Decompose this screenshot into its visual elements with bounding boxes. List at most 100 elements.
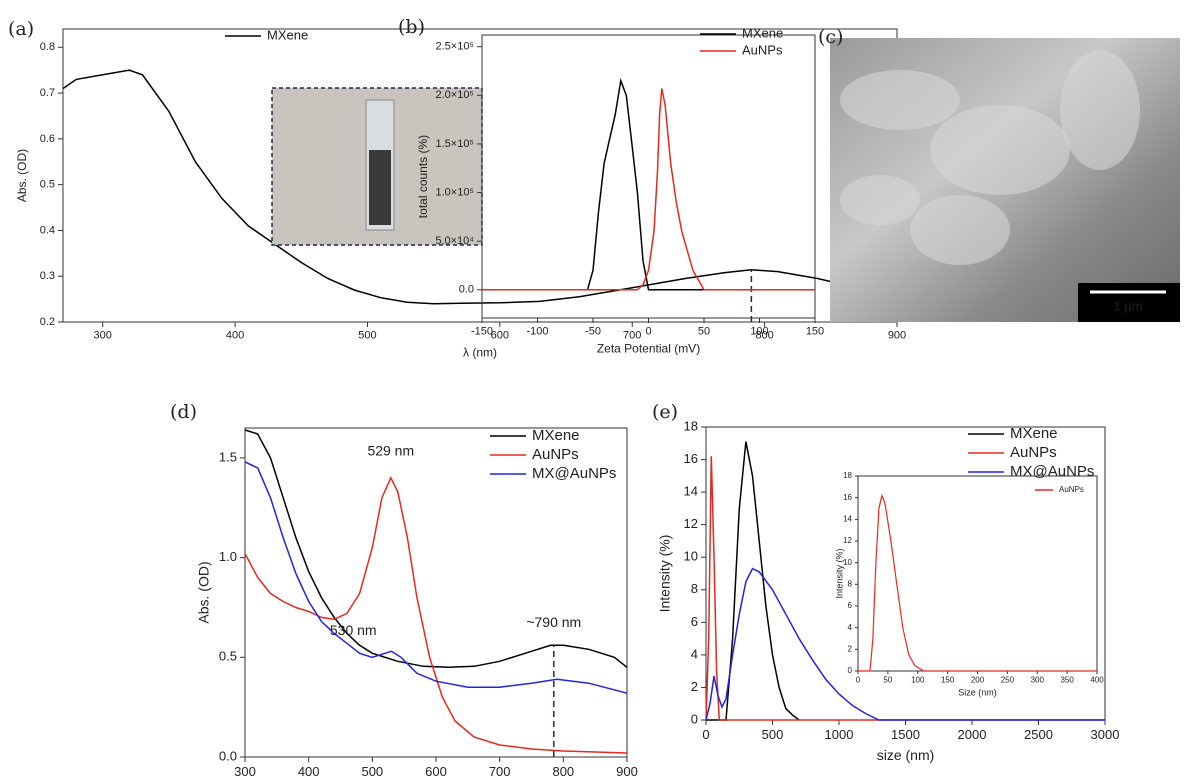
x-tick-label: 50 — [698, 326, 710, 338]
x-tick-label: 150 — [941, 676, 955, 685]
y-axis-label: Abs. (OD) — [15, 149, 29, 202]
x-axis-label: Zeta Potential (mV) — [597, 342, 700, 356]
x-tick-label: -50 — [585, 326, 601, 338]
legend-label: MXene — [267, 27, 308, 42]
y-tick-label: 0.6 — [40, 133, 55, 145]
y-tick-label: 18 — [843, 471, 852, 480]
y-tick-label: 8 — [848, 579, 853, 588]
y-tick-label: 1.5×10⁵ — [435, 138, 474, 150]
x-tick-label: 0 — [702, 727, 709, 742]
x-tick-label: 700 — [489, 764, 511, 778]
x-tick-label: 0 — [856, 676, 861, 685]
x-tick-label: 100 — [750, 326, 768, 338]
x-tick-label: 500 — [762, 727, 784, 742]
series-line — [244, 429, 628, 669]
y-tick-label: 6 — [691, 614, 698, 629]
x-tick-label: 2500 — [1024, 727, 1053, 742]
legend-label: MXene — [532, 427, 580, 444]
x-tick-label: 300 — [1031, 676, 1045, 685]
cuvette-liquid — [369, 150, 391, 225]
y-axis-label: Intensity (%) — [657, 535, 673, 613]
y-tick-label: 16 — [843, 493, 852, 502]
y-tick-label: 0 — [691, 711, 698, 726]
series-line — [705, 567, 1105, 721]
y-tick-label: 0.0 — [219, 748, 237, 763]
y-tick-label: 1.0 — [219, 549, 237, 564]
y-tick-label: 14 — [684, 484, 698, 499]
legend-label: AuNPs — [1059, 485, 1084, 494]
x-tick-label: 900 — [616, 764, 638, 778]
sem-flake — [840, 175, 920, 225]
y-axis-label: Intensity (%) — [834, 548, 844, 598]
y-tick-label: 10 — [843, 558, 852, 567]
y-axis-label: total counts (%) — [416, 135, 430, 218]
y-tick-label: 0 — [848, 666, 853, 675]
series-line — [244, 461, 628, 694]
x-tick-label: 900 — [888, 330, 906, 342]
series-line — [705, 456, 1105, 721]
legend-label: AuNPs — [532, 446, 579, 463]
x-axis-label: Size (nm) — [958, 688, 997, 698]
x-tick-label: 400 — [1090, 676, 1104, 685]
y-tick-label: 0.3 — [40, 270, 55, 282]
y-tick-label: 14 — [843, 514, 852, 523]
y-tick-label: 2.0×10⁵ — [435, 89, 474, 101]
y-tick-label: 10 — [684, 549, 698, 564]
y-tick-label: 6 — [848, 601, 853, 610]
y-tick-label: 8 — [691, 581, 698, 596]
x-tick-label: 1500 — [891, 727, 920, 742]
series-line — [706, 441, 800, 721]
y-tick-label: 2 — [848, 644, 853, 653]
y-tick-label: 0.0 — [459, 284, 474, 296]
panel-label: (d) — [170, 401, 197, 423]
panel-label: (e) — [652, 401, 678, 423]
x-tick-label: 600 — [425, 764, 447, 778]
y-tick-label: 0.5 — [40, 179, 55, 191]
x-tick-label: 50 — [883, 676, 892, 685]
x-tick-label: 150 — [806, 326, 824, 338]
y-tick-label: 5.0×10⁴ — [435, 235, 474, 247]
x-tick-label: 250 — [1001, 676, 1015, 685]
legend-label: AuNPs — [742, 42, 783, 57]
y-tick-label: 0.5 — [219, 649, 237, 664]
y-tick-label: 0.4 — [40, 224, 55, 236]
x-tick-label: 400 — [298, 764, 320, 778]
x-tick-label: 3000 — [1091, 727, 1120, 742]
x-tick-label: 350 — [1060, 676, 1074, 685]
scale-bar-label: 1 μm — [1113, 298, 1142, 313]
x-tick-label: 2000 — [958, 727, 987, 742]
y-tick-label: 0.2 — [40, 316, 55, 328]
y-tick-label: 0.8 — [40, 41, 55, 53]
annotation: ~790 nm — [526, 614, 581, 630]
annotation: 529 nm — [367, 443, 414, 459]
x-tick-label: 300 — [94, 330, 112, 342]
y-axis-label: Abs. (OD) — [196, 561, 212, 623]
plot-frame — [481, 34, 816, 319]
legend-label: MX@AuNPs — [532, 465, 616, 482]
y-tick-label: 0.7 — [40, 87, 55, 99]
sem-flake — [930, 105, 1070, 195]
x-tick-label: 600 — [491, 330, 509, 342]
y-tick-label: 12 — [843, 536, 852, 545]
y-tick-label: 1.5 — [219, 449, 237, 464]
panel-label: (b) — [398, 16, 425, 38]
x-tick-label: 100 — [911, 676, 925, 685]
plot-frame — [857, 475, 1098, 672]
y-tick-label: 16 — [684, 451, 698, 466]
sem-flake — [1060, 50, 1140, 170]
y-tick-label: 4 — [691, 646, 698, 661]
y-tick-label: 18 — [684, 418, 698, 433]
y-tick-label: 2 — [691, 679, 698, 694]
legend-label: MXene — [1010, 425, 1058, 442]
scale-bar-box — [1078, 283, 1180, 322]
annotation: 530 nm — [330, 622, 377, 638]
x-tick-label: 400 — [226, 330, 244, 342]
sem-flake — [910, 195, 1010, 265]
x-tick-label: 300 — [234, 764, 256, 778]
series-line — [586, 77, 777, 291]
y-tick-label: 12 — [684, 516, 698, 531]
x-tick-label: 800 — [755, 330, 773, 342]
x-tick-label: 800 — [552, 764, 574, 778]
x-tick-label: 1000 — [825, 727, 854, 742]
